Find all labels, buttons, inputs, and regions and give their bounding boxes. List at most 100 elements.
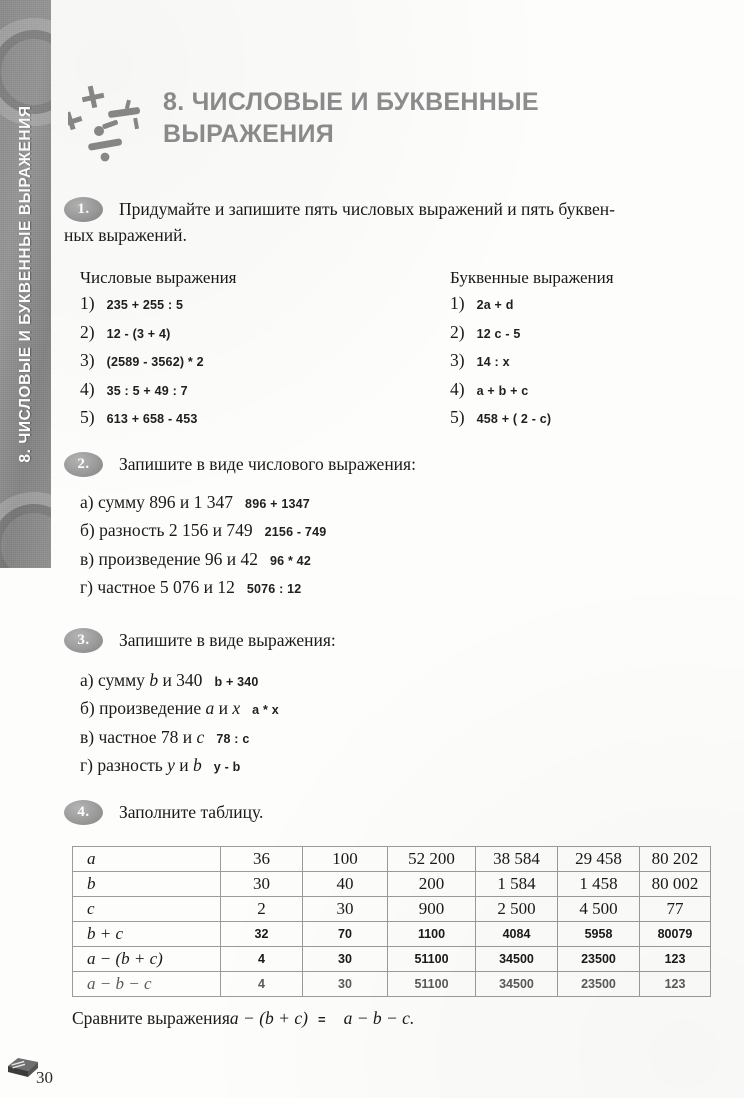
table-cell-filled[interactable]: 1100 bbox=[387, 921, 476, 947]
tab-ring-bottom-icon bbox=[0, 492, 51, 568]
table-cell-filled[interactable]: 123 bbox=[639, 946, 711, 972]
table-cell: 52 200 bbox=[387, 846, 476, 872]
item-number: 3) bbox=[450, 350, 465, 371]
list-item[interactable]: в) произведение 96 и 42 96 * 42 bbox=[80, 550, 710, 569]
filled-answer[interactable]: a * x bbox=[252, 703, 279, 718]
exercise-1-prompt: Придумайте и запишите пять числовых выра… bbox=[119, 199, 615, 219]
compare-expression-right: a − b − c. bbox=[343, 1008, 415, 1028]
list-item[interactable]: 5) 458 + ( 2 - c) bbox=[450, 409, 730, 427]
item-number: 1) bbox=[450, 293, 465, 314]
filled-answer[interactable]: 458 + ( 2 - c) bbox=[476, 412, 552, 427]
list-item[interactable]: 1) 2a + d bbox=[450, 295, 730, 313]
filled-answer[interactable]: a + b + c bbox=[476, 383, 529, 398]
item-label: г) частное 5 076 и 12 bbox=[80, 577, 235, 598]
exercise-3-prompt: Запишите в виде выражения: bbox=[119, 630, 336, 650]
list-item[interactable]: б) разность 2 156 и 749 2156 - 749 bbox=[80, 522, 710, 540]
compare-prefix: Сравните выражения bbox=[72, 1008, 230, 1028]
filled-comparison-sign[interactable]: = bbox=[317, 1012, 326, 1027]
table-cell-filled[interactable]: 4 bbox=[220, 946, 303, 972]
list-item[interactable]: 5) 613 + 658 - 453 bbox=[80, 409, 420, 427]
table-row[interactable]: a − b − c 4 30 51100 34500 23500 123 bbox=[72, 971, 711, 997]
filled-answer[interactable]: 235 + 255 : 5 bbox=[106, 298, 184, 313]
list-item[interactable]: 3) 14 : x bbox=[450, 352, 730, 370]
item-number: 2) bbox=[450, 321, 465, 342]
filled-answer[interactable]: y - b bbox=[213, 760, 241, 775]
filled-answer[interactable]: 613 + 658 - 453 bbox=[106, 412, 198, 427]
table-cell-filled[interactable]: 23500 bbox=[557, 946, 640, 972]
table-cell-filled[interactable]: 4084 bbox=[475, 921, 558, 947]
table-cell-filled[interactable]: 51100 bbox=[387, 971, 476, 997]
table-row: a 36 100 52 200 38 584 29 458 80 202 bbox=[72, 846, 711, 872]
table-cell-filled[interactable]: 34500 bbox=[475, 946, 558, 972]
table-cell-filled[interactable]: 32 bbox=[220, 921, 303, 947]
list-item[interactable]: 1) 235 + 255 : 5 bbox=[80, 295, 420, 313]
list-item[interactable]: 4) 35 : 5 + 49 : 7 bbox=[80, 378, 420, 399]
table-cell: 200 bbox=[387, 871, 476, 897]
item-number: 3) bbox=[80, 350, 95, 371]
table-cell-filled[interactable]: 80079 bbox=[639, 921, 711, 947]
table-cell: 100 bbox=[302, 846, 388, 872]
exercise-1-badge: 1. bbox=[64, 197, 103, 222]
values-table: a 36 100 52 200 38 584 29 458 80 202 b 3… bbox=[72, 846, 711, 997]
list-item[interactable]: г) частное 5 076 и 12 5076 : 12 bbox=[80, 579, 710, 597]
table-cell: 1 458 bbox=[557, 871, 640, 897]
numeric-expressions-heading: Числовые выражения bbox=[80, 268, 237, 288]
table-cell-filled[interactable]: 23500 bbox=[557, 971, 640, 997]
table-cell-filled[interactable]: 51100 bbox=[387, 946, 476, 972]
item-number: 5) bbox=[80, 407, 95, 428]
row-label: c bbox=[72, 896, 221, 922]
table-cell-filled[interactable]: 5958 bbox=[557, 921, 640, 947]
table-cell: 30 bbox=[302, 896, 388, 922]
list-item[interactable]: 2) 12 - (3 + 4) bbox=[80, 323, 420, 342]
item-number: 4) bbox=[450, 378, 465, 399]
table-cell-filled[interactable]: 30 bbox=[302, 971, 388, 997]
filled-answer[interactable]: (2589 - 3562) * 2 bbox=[106, 355, 204, 370]
cube-icon bbox=[6, 1054, 40, 1080]
table-cell-filled[interactable]: 4 bbox=[220, 971, 303, 997]
filled-answer[interactable]: 96 * 42 bbox=[269, 553, 311, 568]
filled-answer[interactable]: 5076 : 12 bbox=[246, 582, 302, 597]
exercise-2-prompt: Запишите в виде числового выражения: bbox=[119, 454, 416, 474]
table-cell: 30 bbox=[220, 871, 303, 897]
table-row[interactable]: b + c 32 70 1100 4084 5958 80079 bbox=[72, 921, 711, 947]
table-row: c 2 30 900 2 500 4 500 77 bbox=[72, 896, 711, 922]
list-item[interactable]: в) частное 78 и c 78 : c bbox=[80, 728, 710, 747]
table-cell: 77 bbox=[639, 896, 711, 922]
filled-answer[interactable]: 2a + d bbox=[476, 298, 514, 313]
math-symbols-cluster-icon bbox=[68, 78, 160, 170]
filled-answer[interactable]: 14 : x bbox=[476, 355, 510, 370]
filled-answer[interactable]: 2156 - 749 bbox=[264, 525, 327, 540]
table-cell-filled[interactable]: 30 bbox=[302, 946, 388, 972]
page-title-text: 8. ЧИСЛОВЫЕ И БУКВЕННЫЕ ВЫРАЖЕНИЯ bbox=[163, 88, 539, 148]
table-cell-filled[interactable]: 70 bbox=[302, 921, 388, 947]
filled-answer[interactable]: b + 340 bbox=[214, 674, 259, 689]
table-cell: 2 500 bbox=[475, 896, 558, 922]
list-item[interactable]: 2) 12 c - 5 bbox=[450, 321, 730, 342]
table-cell: 29 458 bbox=[557, 846, 640, 872]
compare-expression-left: a − (b + c) bbox=[229, 1008, 308, 1028]
list-item[interactable]: б) произведение a и x a * x bbox=[80, 699, 710, 718]
list-item[interactable]: 3) (2589 - 3562) * 2 bbox=[80, 352, 420, 370]
filled-answer[interactable]: 35 : 5 + 49 : 7 bbox=[106, 383, 188, 398]
filled-answer[interactable]: 12 c - 5 bbox=[476, 326, 521, 341]
list-item[interactable]: г) разность y и b y - b bbox=[80, 756, 710, 775]
literal-expressions-heading: Буквенные выражения bbox=[450, 268, 614, 288]
table-row[interactable]: a − (b + c) 4 30 51100 34500 23500 123 bbox=[72, 946, 711, 972]
table-cell: 36 bbox=[220, 846, 303, 872]
table-cell: 80 002 bbox=[639, 871, 711, 897]
table-cell: 2 bbox=[220, 896, 303, 922]
filled-answer[interactable]: 896 + 1347 bbox=[245, 496, 310, 511]
table-cell-filled[interactable]: 123 bbox=[639, 971, 711, 997]
list-item[interactable]: а) сумму 896 и 1 347 896 + 1347 bbox=[80, 493, 710, 512]
list-item[interactable]: 4) a + b + c bbox=[450, 378, 730, 399]
item-number: 4) bbox=[80, 378, 95, 399]
exercise-3-badge: 3. bbox=[64, 628, 103, 653]
list-item[interactable]: а) сумму b и 340 b + 340 bbox=[80, 671, 710, 690]
filled-answer[interactable]: 12 - (3 + 4) bbox=[106, 326, 171, 341]
chapter-tab: 8. ЧИСЛОВЫЕ И БУКВЕННЫЕ ВЫРАЖЕНИЯ bbox=[0, 0, 51, 568]
item-number: 5) bbox=[450, 407, 465, 428]
table-cell-filled[interactable]: 34500 bbox=[475, 971, 558, 997]
exercise-3-answer-area: а) сумму b и 340 b + 340 б) произведение… bbox=[80, 671, 710, 775]
filled-answer[interactable]: 78 : c bbox=[216, 731, 250, 746]
